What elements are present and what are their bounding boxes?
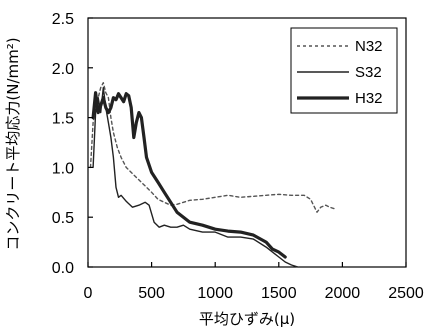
y-tick-label: 2.5 bbox=[52, 11, 74, 28]
legend-label-h32: H32 bbox=[355, 90, 383, 107]
x-axis-ticks: 0 500 1000 1500 2000 2500 bbox=[84, 262, 424, 302]
y-tick-label: 2.0 bbox=[52, 61, 74, 78]
legend-label-n32: N32 bbox=[355, 38, 383, 55]
x-tick-label: 2000 bbox=[325, 285, 361, 302]
x-tick-label: 0 bbox=[84, 285, 93, 302]
legend: N32 S32 H32 bbox=[291, 28, 397, 113]
y-tick-label: 1.0 bbox=[52, 160, 74, 177]
x-axis-title: 平均ひずみ(μ) bbox=[199, 310, 295, 328]
x-tick-label: 2500 bbox=[388, 285, 424, 302]
y-tick-label: 0.0 bbox=[52, 260, 74, 277]
y-axis-title: コンクリート平均応力(N/mm²) bbox=[4, 37, 22, 250]
x-tick-label: 1000 bbox=[197, 285, 233, 302]
series-line-s32 bbox=[93, 88, 298, 267]
x-tick-label: 1500 bbox=[261, 285, 297, 302]
legend-label-s32: S32 bbox=[355, 64, 382, 81]
y-tick-label: 1.5 bbox=[52, 111, 74, 128]
x-tick-label: 500 bbox=[138, 285, 165, 302]
series-line-h32 bbox=[93, 93, 285, 257]
y-axis-ticks: 0.0 0.5 1.0 1.5 2.0 2.5 bbox=[52, 11, 93, 277]
y-tick-label: 0.5 bbox=[52, 210, 74, 227]
